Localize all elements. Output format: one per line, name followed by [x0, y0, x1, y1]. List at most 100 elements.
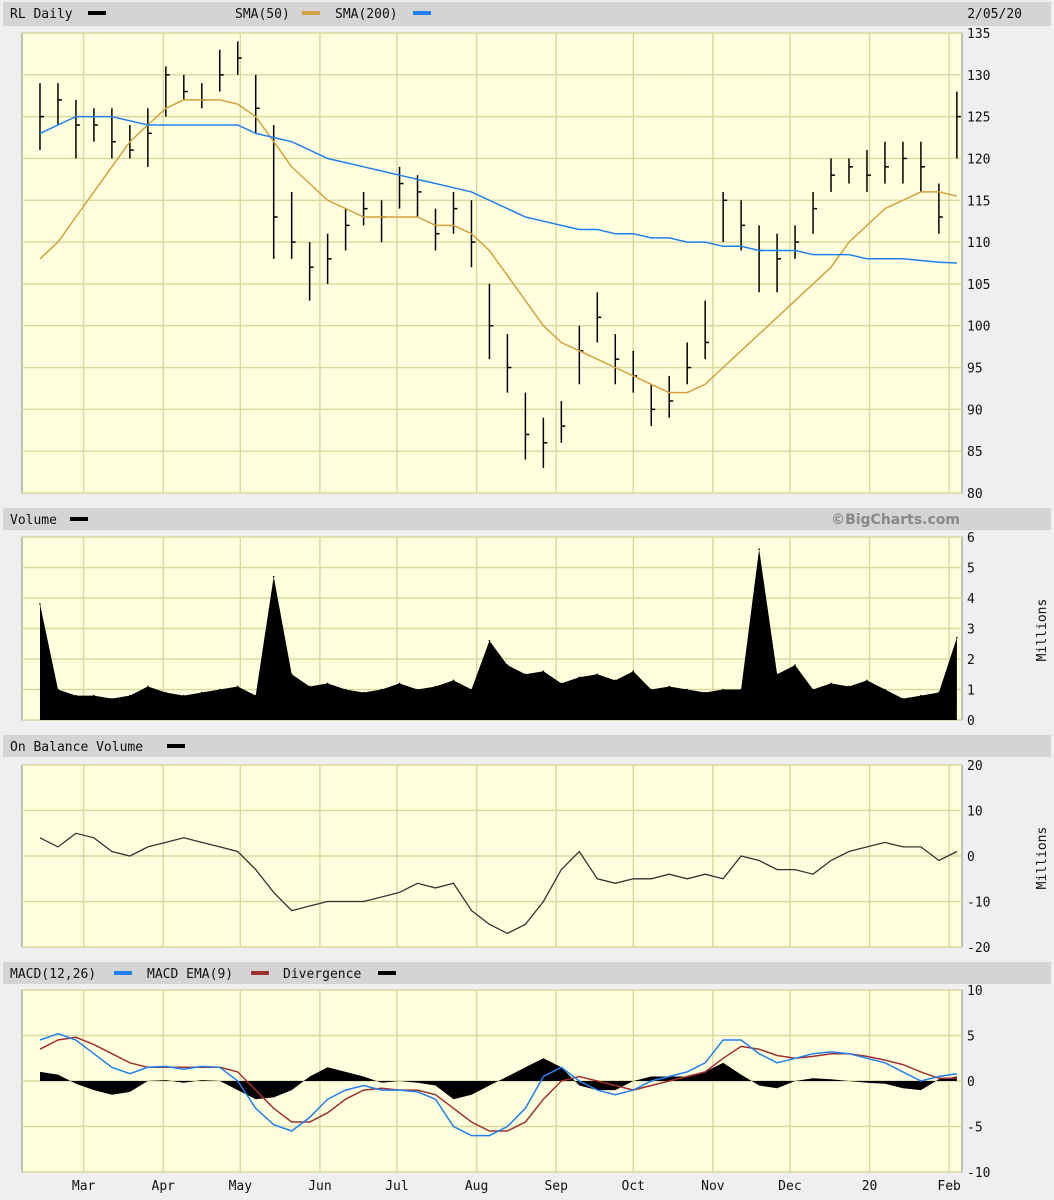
volume-point — [344, 688, 347, 691]
volume-point — [39, 603, 41, 605]
volume-point — [147, 685, 149, 688]
obv-y-tick-label: 0 — [967, 850, 975, 865]
volume-legend-swatch — [70, 517, 88, 521]
volume-point — [848, 685, 850, 688]
volume-point — [614, 679, 617, 682]
price-y-tick-label: 125 — [967, 111, 990, 126]
divergence-legend-swatch — [378, 971, 396, 975]
obv-y-tick-label: -20 — [967, 941, 990, 956]
volume-point — [200, 691, 203, 694]
price-header-bar — [3, 2, 1051, 26]
volume-point — [542, 670, 545, 672]
volume-header-bar — [3, 508, 1051, 530]
obv-unit-label: Millions — [1035, 827, 1050, 890]
price-y-tick-label: 95 — [967, 362, 983, 377]
obv-y-tick-label: 10 — [967, 805, 983, 820]
volume-point — [236, 685, 239, 688]
price-y-tick-label: 100 — [967, 320, 990, 335]
volume-point — [326, 682, 329, 685]
volume-point — [812, 688, 814, 691]
volume-point — [506, 664, 509, 666]
volume-y-tick-label: 6 — [967, 531, 975, 546]
volume-y-tick-label: 3 — [967, 623, 975, 638]
price-y-tick-label: 110 — [967, 236, 990, 251]
sma200-line — [39, 115, 957, 264]
volume-point — [290, 673, 293, 676]
x-tick-label: Jun — [308, 1179, 331, 1194]
macd-header-bar — [3, 962, 1051, 984]
bigcharts-brand: ©BigCharts.com — [831, 512, 960, 528]
volume-y-tick-label: 1 — [967, 684, 975, 699]
macd-y-tick-label: -10 — [967, 1166, 990, 1181]
sma50-line — [39, 99, 958, 394]
x-tick-label: Oct — [622, 1179, 645, 1194]
volume-point — [632, 670, 635, 672]
symbol-label: RL Daily — [10, 7, 73, 22]
x-tick-label: Jul — [385, 1179, 408, 1194]
volume-point — [938, 691, 940, 694]
volume-point — [416, 688, 419, 691]
x-tick-label: Aug — [465, 1179, 488, 1194]
price-y-tick-label: 80 — [967, 487, 983, 502]
obv-label: On Balance Volume — [10, 740, 143, 755]
x-tick-label: Dec — [778, 1179, 801, 1194]
price-y-tick-label: 115 — [967, 194, 990, 209]
volume-point — [111, 697, 113, 700]
volume-point — [362, 691, 365, 694]
price-y-tick-label: 85 — [967, 445, 983, 460]
macd-y-tick-label: 10 — [967, 984, 983, 999]
volume-point — [129, 694, 131, 697]
obv-line — [39, 832, 958, 935]
chart-date: 2/05/20 — [967, 7, 1022, 22]
price-y-tick-label: 105 — [967, 278, 990, 293]
volume-point — [452, 679, 455, 682]
volume-point — [183, 694, 185, 697]
macd-ema-legend-label: MACD EMA(9) — [147, 967, 233, 982]
x-tick-label: Apr — [152, 1179, 176, 1194]
x-tick-label: May — [229, 1179, 253, 1194]
obv-y-tick-label: 20 — [967, 759, 983, 774]
volume-point — [470, 688, 473, 691]
volume-point — [758, 548, 760, 550]
volume-point — [165, 691, 167, 694]
price-y-tick-label: 130 — [967, 69, 990, 84]
volume-point — [596, 673, 599, 676]
volume-point — [956, 636, 958, 639]
volume-point — [830, 682, 832, 685]
obv-header-bar — [3, 735, 1051, 757]
x-tick-label: Nov — [701, 1179, 725, 1194]
price-legend-swatch — [88, 11, 106, 15]
macd-y-tick-label: 0 — [967, 1075, 975, 1090]
price-y-tick-label: 135 — [967, 27, 990, 42]
volume-point — [902, 697, 904, 700]
macd-line — [39, 1032, 958, 1137]
obv-legend-swatch — [167, 744, 185, 748]
volume-point — [776, 673, 778, 676]
volume-point — [578, 676, 581, 679]
volume-point — [560, 682, 563, 685]
volume-point — [272, 575, 275, 578]
volume-area — [39, 549, 957, 720]
volume-y-tick-label: 5 — [967, 562, 975, 577]
sma200-legend-swatch — [413, 11, 431, 15]
volume-point — [93, 694, 95, 697]
volume-point — [488, 639, 491, 642]
macd-legend-swatch — [114, 971, 132, 975]
volume-point — [75, 694, 77, 697]
volume-point — [650, 688, 653, 691]
x-tick-label: Sep — [544, 1179, 568, 1194]
volume-label: Volume — [10, 513, 57, 528]
volume-point — [668, 685, 671, 688]
volume-point — [794, 664, 796, 666]
volume-y-tick-label: 0 — [967, 714, 975, 729]
macd-ema-legend-swatch — [251, 971, 269, 975]
volume-point — [434, 685, 437, 688]
divergence-area — [39, 1058, 957, 1100]
volume-unit-label: Millions — [1035, 599, 1050, 662]
x-tick-label: Feb — [937, 1179, 961, 1194]
price-plot-area — [21, 32, 963, 494]
x-tick-label: 20 — [862, 1179, 878, 1194]
volume-point — [398, 682, 401, 685]
volume-point — [704, 691, 706, 694]
